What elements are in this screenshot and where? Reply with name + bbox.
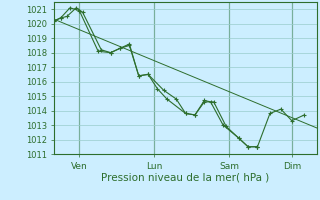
X-axis label: Pression niveau de la mer( hPa ): Pression niveau de la mer( hPa ) bbox=[101, 172, 270, 182]
